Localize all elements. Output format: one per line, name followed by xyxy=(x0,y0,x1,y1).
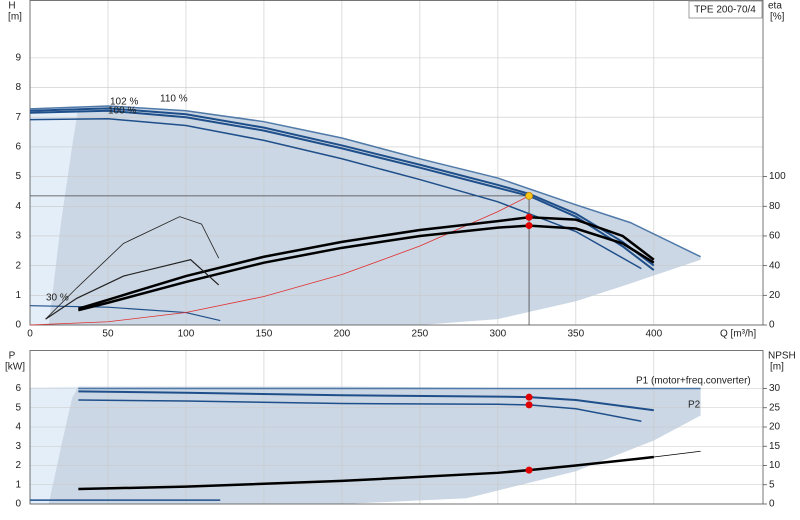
operating-area xyxy=(48,386,701,504)
x-tick-label: 0 xyxy=(27,329,33,340)
plot-frame xyxy=(29,0,764,326)
curve xyxy=(78,390,654,412)
y2-tick-label: 0 xyxy=(769,320,775,331)
y-tick-label: 0 xyxy=(15,320,21,331)
curve xyxy=(45,259,220,320)
curve-label: 102 % xyxy=(110,97,138,108)
y-tick-label: 5 xyxy=(15,402,21,413)
x-tick-label: 100 xyxy=(178,329,195,340)
curve xyxy=(29,107,655,267)
y2-axis-label: eta xyxy=(768,1,782,12)
y2-axis-label: NPSH xyxy=(768,351,796,362)
y-tick-label: 9 xyxy=(15,53,21,64)
curve-label: 30 % xyxy=(46,293,69,304)
y-tick-label: 3 xyxy=(15,231,21,242)
chart-title: TPE 200-70/4 xyxy=(694,5,756,16)
y-tick-label: 8 xyxy=(15,82,21,93)
y2-tick-label: 10 xyxy=(769,460,781,471)
y-axis-unit: [m] xyxy=(8,12,22,23)
y2-tick-label: 100 xyxy=(769,171,786,182)
duty-point xyxy=(525,393,533,401)
y2-tick-label: 0 xyxy=(769,499,775,510)
curve-label: 110 % xyxy=(160,94,188,105)
y2-tick-label: 20 xyxy=(769,290,781,301)
y2-tick-label: 30 xyxy=(769,383,781,394)
y-tick-label: 7 xyxy=(15,112,21,123)
y2-tick-label: 15 xyxy=(769,441,781,452)
y2-axis-unit: [%] xyxy=(770,12,785,23)
curve xyxy=(29,117,642,270)
curve xyxy=(78,399,642,422)
curve-label: P2 xyxy=(688,400,701,411)
y-tick-label: 6 xyxy=(15,383,21,394)
y2-tick-label: 80 xyxy=(769,201,781,212)
curve xyxy=(77,216,655,310)
x-tick-label: 200 xyxy=(334,329,351,340)
x-tick-label: 150 xyxy=(256,329,273,340)
curve-label: P1 (motor+freq.converter) xyxy=(636,376,751,387)
duty-point xyxy=(525,222,533,230)
curve-label: 100 % xyxy=(108,106,136,117)
curve xyxy=(29,109,655,271)
y2-tick-label: 25 xyxy=(769,402,781,413)
y2-tick-label: 60 xyxy=(769,231,781,242)
duty-point xyxy=(525,191,533,200)
y2-tick-label: 5 xyxy=(769,479,775,490)
x-tick-label: 250 xyxy=(412,329,429,340)
y-axis-label: P xyxy=(9,351,16,362)
y-axis-unit: [kW] xyxy=(5,362,25,373)
x-tick-label: 300 xyxy=(490,329,507,340)
curve xyxy=(78,455,654,491)
y-tick-label: 2 xyxy=(15,260,21,271)
y-tick-label: 0 xyxy=(15,499,21,510)
y-axis-label: H xyxy=(8,1,15,12)
y-tick-label: 4 xyxy=(15,422,21,433)
curve xyxy=(29,195,530,326)
curve xyxy=(29,305,221,322)
y-tick-label: 6 xyxy=(15,142,21,153)
curve xyxy=(78,224,655,312)
y2-axis-unit: [m] xyxy=(770,362,784,373)
curve xyxy=(29,105,701,258)
y-tick-label: 4 xyxy=(15,201,21,212)
x-tick-label: 50 xyxy=(102,329,114,340)
title-box xyxy=(688,0,763,19)
curve xyxy=(45,216,220,320)
plot-frame xyxy=(29,350,764,505)
y-tick-label: 1 xyxy=(15,479,21,490)
y2-tick-label: 20 xyxy=(769,422,781,433)
x-tick-label: 350 xyxy=(568,329,585,340)
x-axis-label: Q [m³/h] xyxy=(720,329,756,340)
duty-point xyxy=(525,401,533,409)
duty-point xyxy=(525,213,533,221)
duty-point xyxy=(525,466,533,474)
y-tick-label: 5 xyxy=(15,171,21,182)
x-tick-label: 400 xyxy=(645,329,662,340)
y-tick-label: 3 xyxy=(15,441,21,452)
y2-tick-label: 40 xyxy=(769,260,781,271)
curve xyxy=(653,450,701,458)
y-tick-label: 2 xyxy=(15,460,21,471)
y-tick-label: 1 xyxy=(15,290,21,301)
